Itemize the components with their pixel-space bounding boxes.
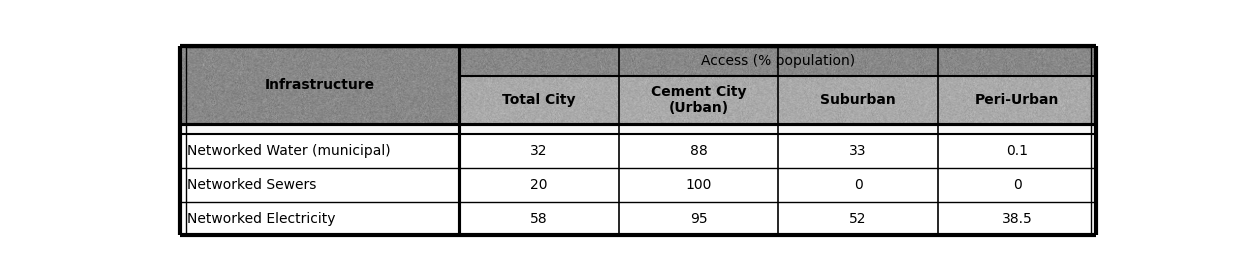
Bar — [459, 124, 619, 134]
Text: Networked Water (municipal): Networked Water (municipal) — [188, 144, 391, 158]
Text: 52: 52 — [849, 211, 867, 226]
Text: 38.5: 38.5 — [1002, 211, 1032, 226]
Bar — [619, 124, 778, 134]
Bar — [778, 202, 937, 235]
Text: 100: 100 — [686, 178, 712, 192]
Text: Access (% population): Access (% population) — [701, 54, 855, 68]
Bar — [179, 168, 459, 202]
Bar — [619, 134, 778, 168]
Bar — [778, 124, 937, 134]
Bar — [459, 134, 619, 168]
Text: 58: 58 — [530, 211, 548, 226]
Bar — [179, 124, 459, 134]
Bar — [937, 168, 1097, 202]
Bar — [179, 202, 459, 235]
Bar — [778, 168, 937, 202]
Text: Total City: Total City — [502, 93, 576, 107]
Text: Networked Sewers: Networked Sewers — [188, 178, 316, 192]
Text: 0: 0 — [854, 178, 863, 192]
Text: 88: 88 — [690, 144, 707, 158]
Bar — [619, 202, 778, 235]
Bar — [778, 134, 937, 168]
Text: Networked Electricity: Networked Electricity — [188, 211, 336, 226]
Bar — [937, 202, 1097, 235]
Text: Suburban: Suburban — [820, 93, 896, 107]
Text: Infrastructure: Infrastructure — [264, 78, 375, 92]
Bar — [937, 134, 1097, 168]
Text: 0: 0 — [1012, 178, 1021, 192]
Text: Cement City
(Urban): Cement City (Urban) — [651, 85, 746, 115]
Bar — [459, 168, 619, 202]
Text: 32: 32 — [530, 144, 548, 158]
Text: 20: 20 — [530, 178, 548, 192]
Bar — [619, 168, 778, 202]
Text: Peri-Urban: Peri-Urban — [975, 93, 1059, 107]
Bar — [937, 124, 1097, 134]
Bar — [179, 134, 459, 168]
Text: 33: 33 — [849, 144, 867, 158]
Text: 95: 95 — [690, 211, 707, 226]
Text: 0.1: 0.1 — [1006, 144, 1028, 158]
Bar — [459, 202, 619, 235]
